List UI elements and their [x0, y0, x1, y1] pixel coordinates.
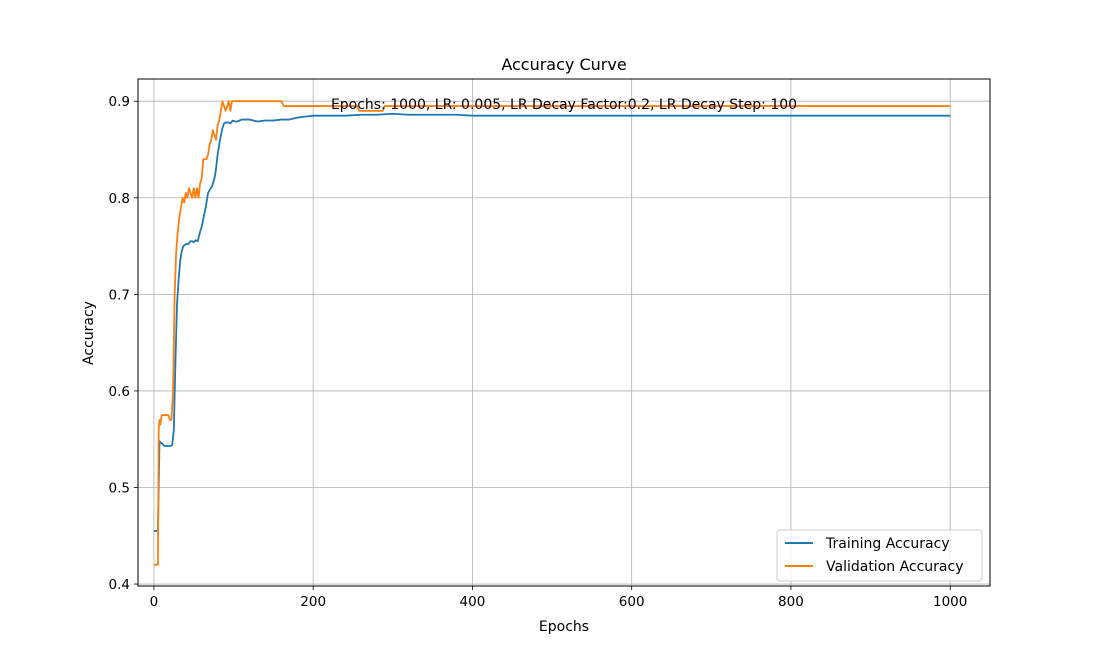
x-tick-label: 200: [300, 594, 326, 610]
legend-box: [776, 529, 983, 582]
legend-label-validation: Validation Accuracy: [826, 559, 964, 575]
legend-label-training: Training Accuracy: [825, 536, 950, 552]
axis-ticks: 0 200 400 600 800 1000 0.4 0.5 0.6 0.7 0.8 0.9: [109, 94, 968, 610]
series-lines: [153, 100, 951, 566]
y-tick-label: 0.6: [109, 384, 130, 400]
y-tick-label: 0.5: [109, 480, 130, 496]
grid: [138, 79, 990, 586]
y-axis-label: Accuracy: [81, 301, 97, 365]
y-tick-label: 0.8: [109, 191, 130, 207]
training-accuracy-line: [153, 112, 951, 532]
y-tick-label: 0.9: [109, 94, 130, 110]
x-tick-label: 600: [619, 594, 645, 610]
x-axis-label: Epochs: [539, 619, 589, 635]
chart-title: Accuracy Curve: [501, 55, 626, 74]
y-tick-label: 0.4: [109, 577, 130, 593]
y-tick-label: 0.7: [109, 287, 130, 303]
x-tick-label: 1000: [933, 594, 967, 610]
x-tick-label: 800: [778, 594, 804, 610]
x-tick-label: 400: [460, 594, 486, 610]
validation-accuracy-line: [153, 100, 951, 566]
plot-frame: [137, 78, 991, 587]
x-tick-label: 0: [150, 594, 159, 610]
legend: Training Accuracy Validation Accuracy: [776, 529, 983, 582]
annotation-text: Epochs: 1000, LR: 0.005, LR Decay Factor…: [331, 97, 797, 113]
